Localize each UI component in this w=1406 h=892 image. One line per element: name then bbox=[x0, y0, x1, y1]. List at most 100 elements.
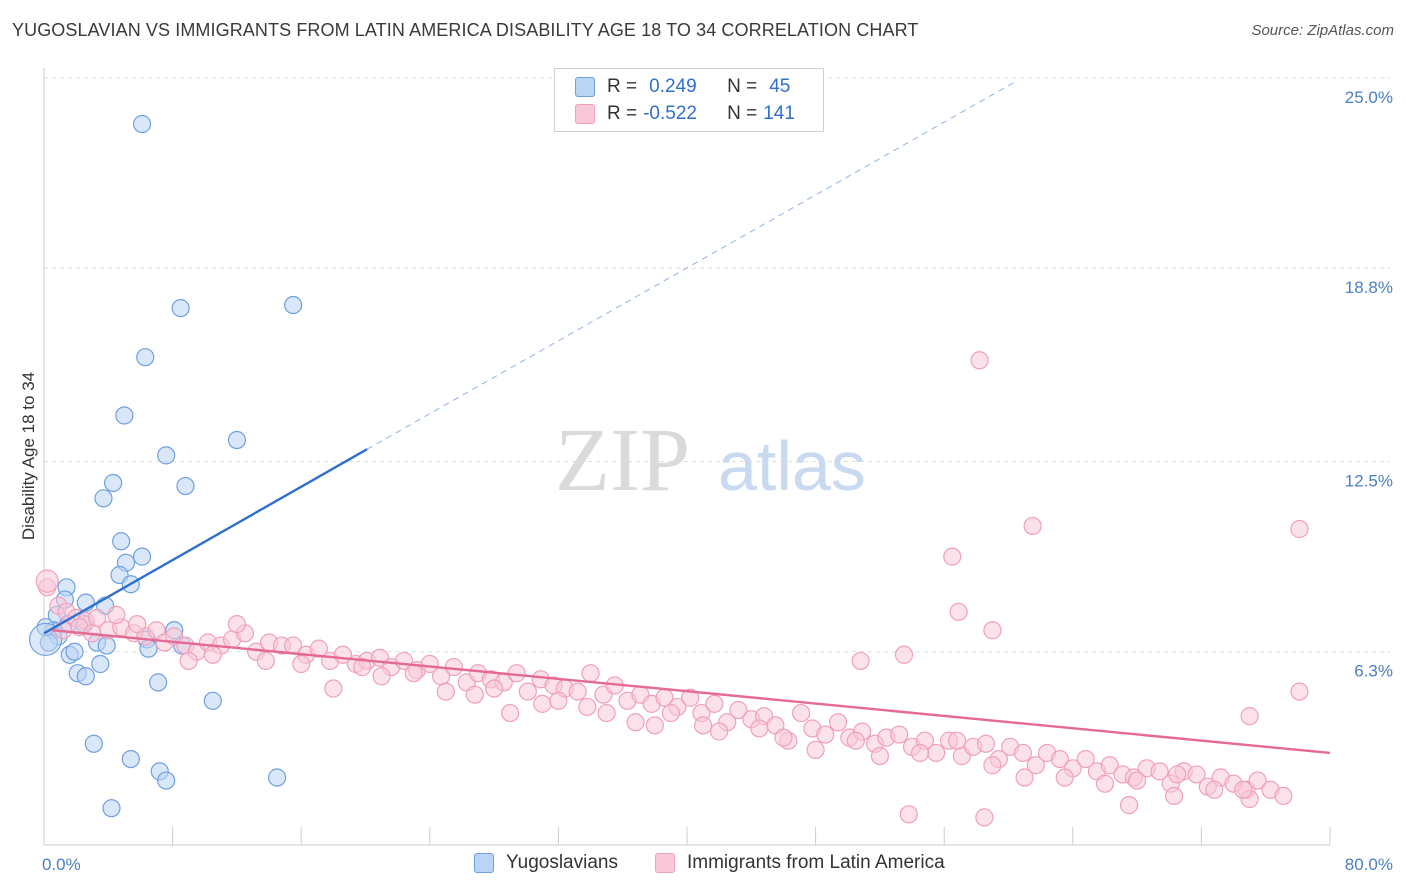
data-point bbox=[176, 476, 195, 496]
data-point bbox=[578, 697, 597, 717]
data-point bbox=[94, 489, 113, 508]
data-point bbox=[1164, 786, 1184, 806]
data-point bbox=[710, 722, 729, 741]
y-tick-label: 12.5% bbox=[1345, 472, 1393, 491]
bottom-legend-label: Yugoslavians bbox=[506, 852, 618, 873]
data-point bbox=[890, 725, 909, 744]
data-point bbox=[806, 740, 825, 759]
legend-n-value: 45 bbox=[769, 76, 791, 97]
data-point bbox=[179, 651, 198, 671]
data-point bbox=[851, 651, 870, 671]
data-point bbox=[1205, 780, 1224, 799]
data-point bbox=[870, 746, 890, 766]
data-point bbox=[816, 725, 835, 744]
data-point bbox=[750, 719, 769, 738]
y-tick-label: 6.3% bbox=[1354, 662, 1393, 681]
data-point bbox=[1234, 780, 1253, 799]
data-point bbox=[846, 731, 865, 750]
data-point bbox=[899, 805, 918, 824]
bottom-legend-label: Immigrants from Latin America bbox=[687, 852, 945, 873]
data-point bbox=[372, 667, 391, 686]
data-point bbox=[943, 547, 962, 566]
y-tick-label: 25.0% bbox=[1345, 88, 1393, 107]
y-axis-label: Disability Age 18 to 34 bbox=[19, 372, 38, 540]
data-point bbox=[112, 532, 131, 551]
legend-r-label: R = bbox=[607, 103, 638, 124]
data-point bbox=[35, 569, 59, 593]
grid-lines bbox=[44, 77, 1390, 653]
data-point bbox=[1023, 516, 1042, 536]
trend-line-yugoslavians bbox=[43, 448, 368, 635]
data-point bbox=[774, 728, 793, 747]
watermark-atlas: atlas bbox=[718, 427, 866, 505]
series-yugoslavians bbox=[29, 114, 303, 818]
data-point bbox=[1055, 768, 1074, 787]
data-point bbox=[115, 406, 134, 425]
data-point bbox=[1150, 762, 1169, 781]
bottom-legend-yugoslavians: Yugoslavians bbox=[474, 852, 618, 874]
data-point bbox=[693, 716, 713, 735]
data-point bbox=[705, 694, 724, 713]
data-point bbox=[65, 642, 84, 661]
data-point bbox=[597, 703, 616, 723]
data-point bbox=[227, 615, 246, 634]
x-tick-label: 80.0% bbox=[1345, 855, 1393, 874]
data-point bbox=[729, 700, 748, 720]
data-point bbox=[420, 654, 439, 674]
data-point bbox=[927, 743, 946, 763]
data-point bbox=[128, 615, 147, 634]
watermark-zip: ZIP bbox=[555, 411, 690, 510]
data-point bbox=[353, 657, 372, 677]
data-point bbox=[1015, 768, 1034, 787]
data-point bbox=[436, 682, 455, 701]
data-point bbox=[284, 295, 303, 315]
data-point bbox=[533, 694, 552, 713]
data-point bbox=[227, 430, 246, 450]
data-point bbox=[171, 299, 190, 318]
data-point bbox=[983, 756, 1002, 775]
legend-n-label: N = bbox=[727, 76, 758, 97]
data-point bbox=[568, 682, 587, 701]
data-point bbox=[1274, 786, 1293, 806]
trend-line-latin-america bbox=[51, 629, 1331, 755]
data-point bbox=[1119, 796, 1139, 815]
data-point bbox=[518, 682, 537, 701]
data-point bbox=[1240, 707, 1259, 726]
trend-lines bbox=[43, 80, 1331, 755]
data-point bbox=[132, 547, 152, 566]
bottom-legend-swatch-blue bbox=[474, 853, 494, 873]
data-point bbox=[136, 348, 155, 367]
y-tick-label: 18.8% bbox=[1345, 278, 1393, 297]
data-point bbox=[256, 651, 275, 671]
trend-line-yugoslavians-extension bbox=[366, 80, 1017, 450]
data-point bbox=[1248, 771, 1267, 790]
data-point bbox=[976, 734, 996, 753]
legend-n-label: N = bbox=[727, 103, 758, 124]
data-point bbox=[949, 602, 968, 621]
data-point bbox=[121, 749, 140, 769]
data-point bbox=[549, 691, 568, 710]
data-point bbox=[102, 799, 121, 818]
legend-r-value: 0.249 bbox=[649, 76, 697, 97]
data-point bbox=[1100, 756, 1119, 775]
legend-swatch-blue bbox=[575, 77, 595, 97]
data-point bbox=[97, 636, 116, 655]
data-point bbox=[645, 716, 664, 735]
data-point bbox=[292, 654, 311, 674]
data-point bbox=[910, 743, 930, 763]
data-point bbox=[975, 808, 994, 827]
data-point bbox=[1095, 774, 1115, 793]
data-point bbox=[983, 621, 1002, 640]
data-point bbox=[947, 731, 967, 750]
chart-title: YUGOSLAVIAN VS IMMIGRANTS FROM LATIN AME… bbox=[12, 20, 919, 40]
data-point bbox=[157, 446, 176, 465]
data-point bbox=[626, 713, 645, 732]
data-point bbox=[1076, 749, 1095, 769]
data-point bbox=[792, 703, 811, 723]
bottom-legend-swatch-pink bbox=[655, 853, 675, 873]
legend-row-yugoslavians: R = 0.249 N = 45 bbox=[555, 74, 790, 100]
legend-r-label: R = bbox=[607, 76, 638, 97]
legend: R = 0.249 N = 45 R = -0.522 N = 141 bbox=[554, 68, 824, 132]
data-point bbox=[1290, 682, 1309, 701]
data-point bbox=[894, 645, 914, 664]
